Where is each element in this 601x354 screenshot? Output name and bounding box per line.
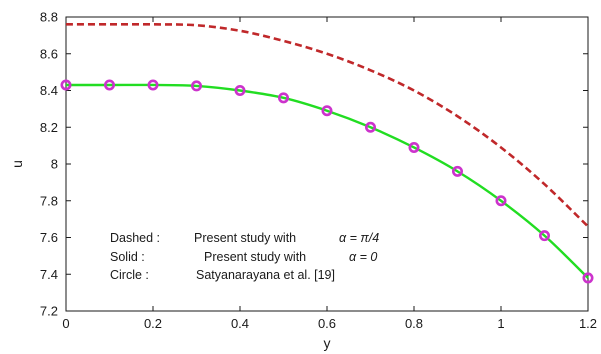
plot-frame bbox=[65, 16, 589, 312]
y-tick-label: 7.6 bbox=[40, 230, 58, 245]
plot-area: 0 0.2 0.4 0.6 0.8 1 1.2 7.2 7.4 7.6 7.8 8 8.2 8.4 8.6 8… bbox=[40, 10, 597, 332]
y-tick-label: 8.8 bbox=[40, 10, 58, 25]
data-point bbox=[191, 80, 203, 92]
legend-math: α = 0 bbox=[349, 250, 377, 264]
x-axis-label: y bbox=[324, 335, 331, 351]
legend-description: Present study with bbox=[204, 250, 306, 264]
x-tick-label: 0.2 bbox=[144, 316, 162, 331]
legend-entry: Dashed : Present study with α = π/4 bbox=[110, 231, 379, 245]
legend-label: Dashed : bbox=[110, 231, 160, 245]
series-solid bbox=[66, 83, 589, 279]
series-line-solid bbox=[66, 83, 589, 279]
x-tick-label: 0.8 bbox=[405, 316, 423, 331]
data-point bbox=[60, 79, 72, 91]
x-tick-label: 1 bbox=[497, 316, 504, 331]
data-point bbox=[234, 85, 246, 97]
legend-description: Present study with bbox=[194, 231, 296, 245]
legend: Dashed : Present study with α = π/4 Solid :… bbox=[110, 231, 379, 282]
data-point bbox=[321, 105, 333, 117]
data-point bbox=[538, 230, 550, 242]
data-point bbox=[364, 121, 376, 133]
data-point bbox=[277, 92, 289, 104]
y-tick-label: 7.2 bbox=[40, 304, 58, 319]
x-tick-label: 1.2 bbox=[579, 316, 597, 331]
data-point bbox=[451, 165, 463, 177]
legend-label: Circle : bbox=[110, 268, 149, 282]
series-line-dashed bbox=[65, 22, 589, 228]
y-axis-label: u bbox=[9, 160, 25, 168]
y-tick-label: 8.6 bbox=[40, 46, 58, 61]
y-tick-label: 7.8 bbox=[40, 193, 58, 208]
legend-entry: Circle : Satyanarayana et al. [19] bbox=[110, 268, 335, 282]
series-dashed bbox=[65, 22, 589, 228]
legend-description: Satyanarayana et al. [19] bbox=[196, 268, 335, 282]
legend-entry: Solid : Present study with α = 0 bbox=[110, 250, 377, 264]
series-markers bbox=[60, 79, 594, 284]
legend-math: α = π/4 bbox=[339, 231, 379, 245]
axis-ticks: 0 0.2 0.4 0.6 0.8 1 1.2 7.2 7.4 7.6 7.8 8 8.2 8.4 8.6 8… bbox=[40, 10, 597, 332]
x-tick-label: 0.4 bbox=[231, 316, 249, 331]
y-tick-label: 8.2 bbox=[40, 120, 58, 135]
data-point bbox=[495, 195, 507, 207]
x-tick-label: 0.6 bbox=[318, 316, 336, 331]
data-point bbox=[104, 79, 116, 91]
y-tick-label: 7.4 bbox=[40, 267, 58, 282]
data-point bbox=[147, 79, 159, 91]
legend-label: Solid : bbox=[110, 250, 145, 264]
y-tick-label: 8 bbox=[51, 157, 58, 172]
data-point bbox=[408, 141, 420, 153]
y-tick-label: 8.4 bbox=[40, 83, 58, 98]
data-point bbox=[582, 272, 594, 284]
series-layer bbox=[60, 22, 594, 284]
x-tick-label: 0 bbox=[62, 316, 69, 331]
